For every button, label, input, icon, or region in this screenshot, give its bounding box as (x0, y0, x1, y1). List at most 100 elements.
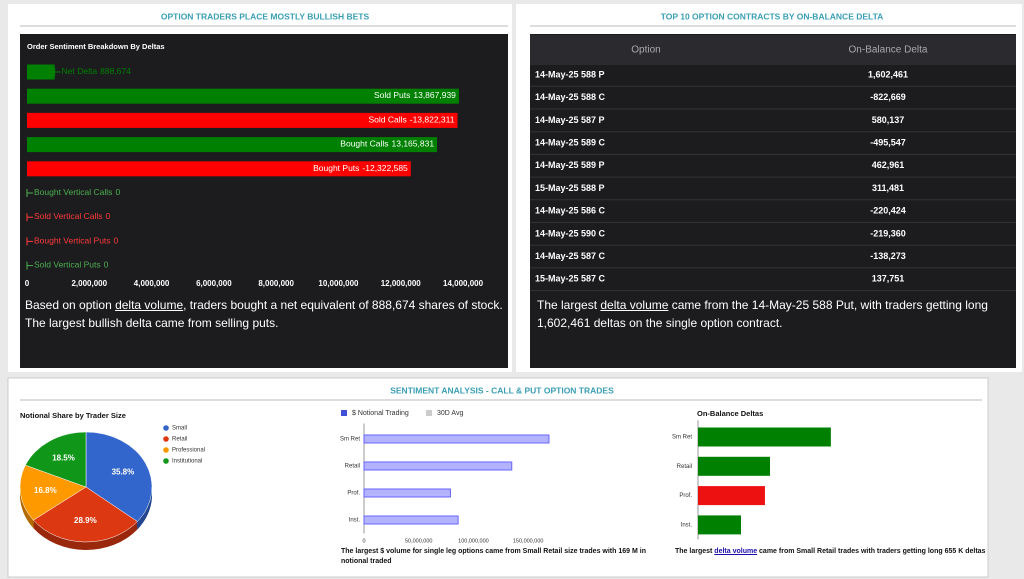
link[interactable]: delta volume (115, 298, 184, 312)
panel-title: OPTION TRADERS PLACE MOSTLY BULLISH BETS (161, 11, 370, 21)
cell: -138,273 (870, 251, 906, 261)
data-label: Sold Vertical Calls 0 (34, 211, 111, 221)
text: The largest (675, 548, 715, 555)
data-label: 16.8% (34, 486, 57, 495)
category-label: Sold Calls (368, 115, 406, 125)
cell: 15-May-25 588 P (535, 183, 605, 193)
data-label: Bought Vertical Puts 0 (34, 236, 119, 246)
category-label: Sold Vertical Calls (34, 211, 103, 221)
pie-slice (25, 431, 87, 488)
legend-swatch (426, 410, 432, 416)
bar (27, 161, 411, 177)
x-tick-label: 12,000,000 (381, 279, 422, 288)
cell: -822,669 (870, 92, 906, 102)
pie-slice (19, 464, 87, 521)
x-tick-label: 100,000,000 (458, 538, 489, 544)
legend-label: Professional (172, 448, 205, 454)
bar (363, 461, 513, 471)
bar (27, 64, 55, 80)
category-label: Bought Vertical Calls (34, 187, 112, 197)
cell: 1,602,461 (868, 69, 908, 79)
panel-title: TOP 10 OPTION CONTRACTS BY ON-BALANCE DE… (661, 11, 884, 21)
bar (363, 515, 459, 525)
cell: 137,751 (872, 274, 905, 284)
value-label: -13,822,311 (410, 115, 455, 125)
bar (27, 137, 438, 153)
data-label: Sold Puts 13,867,939 (374, 90, 456, 100)
cell: 14-May-25 588 C (535, 92, 606, 102)
bar (698, 427, 831, 447)
cell: 14-May-25 589 P (535, 160, 605, 170)
category-label: Sold Vertical Puts (34, 260, 101, 270)
bar (27, 112, 458, 128)
cell: -220,424 (870, 206, 906, 216)
x-tick-label: 150,000,000 (513, 538, 544, 544)
panel (7, 377, 989, 578)
value-label: 13,867,939 (413, 90, 456, 100)
cell: 580,137 (872, 115, 905, 125)
bar (27, 88, 459, 104)
table-header (530, 35, 1016, 65)
chart-title: Order Sentiment Breakdown By Deltas (27, 42, 165, 51)
pie-slice (85, 431, 153, 522)
y-tick-label: Inst. (681, 522, 693, 528)
value-label: 0 (106, 211, 111, 221)
cell: -495,547 (870, 137, 906, 147)
bar (363, 488, 451, 498)
x-tick-label: 4,000,000 (134, 279, 170, 288)
category-label: Bought Puts (313, 163, 359, 173)
text: Based on option (25, 298, 116, 312)
category-label: Sold Puts (374, 90, 410, 100)
chart-title: On-Balance Deltas (697, 409, 763, 418)
data-label: Bought Calls 13,165,831 (340, 139, 434, 149)
legend-label: Institutional (172, 459, 202, 465)
cell: 14-May-25 590 C (535, 228, 606, 238)
x-tick-label: 8,000,000 (258, 279, 294, 288)
data-label: Sold Calls -13,822,311 (368, 115, 454, 125)
legend-swatch (163, 458, 169, 464)
legend-swatch (163, 425, 169, 431)
value-label: 0 (114, 236, 119, 246)
cell: 14-May-25 589 C (535, 137, 606, 147)
data-label: 35.8% (112, 467, 135, 476)
data-label: Bought Puts -12,322,585 (313, 163, 408, 173)
link[interactable]: delta volume (714, 548, 758, 555)
value-label: 0 (115, 187, 120, 197)
text: came from the 14-May-25 588 Put, with tr… (537, 298, 988, 330)
legend-swatch (163, 447, 169, 453)
data-label: 18.5% (52, 454, 75, 463)
x-tick-label: 50,000,000 (405, 538, 433, 544)
y-tick-label: Sm Ret (340, 437, 360, 443)
caption: The largest $ volume for single leg opti… (341, 548, 646, 565)
column-header: Option (631, 45, 660, 56)
pie-slice (32, 486, 138, 543)
bar (363, 434, 550, 444)
cell: 14-May-25 587 C (535, 251, 606, 261)
data-label: Sold Vertical Puts 0 (34, 260, 109, 270)
text: came from Small Retail trades with trade… (757, 548, 986, 555)
value-label: 13,165,831 (392, 139, 435, 149)
cell: -219,360 (870, 228, 906, 238)
y-tick-label: Prof. (679, 493, 692, 499)
category-label: Net Delta (62, 66, 98, 76)
legend-label: $ Notional Trading (352, 410, 409, 417)
panel-title: SENTIMENT ANALYSIS - CALL & PUT OPTION T… (390, 385, 614, 395)
legend-swatch (163, 436, 169, 442)
cell: 14-May-25 586 C (535, 206, 606, 216)
legend-label: Retail (172, 437, 187, 443)
x-tick-label: 14,000,000 (443, 279, 484, 288)
cell: 14-May-25 588 P (535, 69, 605, 79)
bar (698, 486, 765, 506)
y-tick-label: Prof. (347, 491, 360, 497)
legend-label: Small (172, 426, 187, 432)
link[interactable]: delta volume (600, 298, 669, 312)
y-tick-label: Sm Ret (672, 435, 692, 441)
cell: 311,481 (872, 183, 904, 193)
x-tick-label: 6,000,000 (196, 279, 232, 288)
x-tick-label: 2,000,000 (71, 279, 107, 288)
column-header: On-Balance Delta (849, 45, 928, 56)
data-label: Bought Vertical Calls 0 (34, 187, 120, 197)
x-tick-label: 0 (362, 538, 365, 544)
x-tick-label: 10,000,000 (318, 279, 359, 288)
